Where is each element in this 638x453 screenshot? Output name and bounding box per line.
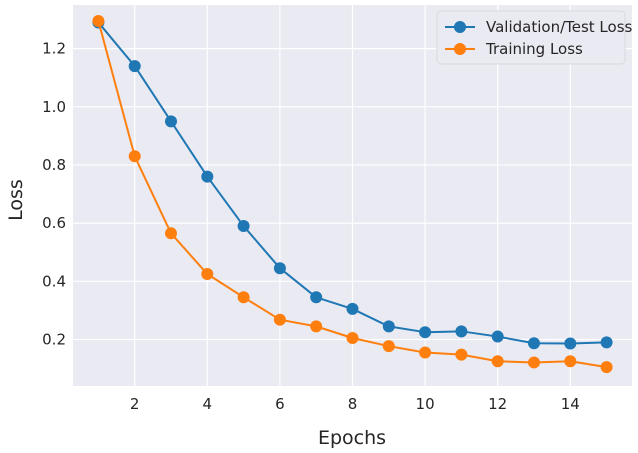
- x-tick-label: 12: [488, 395, 507, 413]
- data-point-validation: [273, 262, 286, 275]
- data-point-training: [455, 348, 468, 361]
- data-point-training: [382, 340, 395, 353]
- data-point-validation: [165, 115, 178, 128]
- data-point-validation: [600, 336, 613, 349]
- legend-marker-training: [454, 43, 466, 55]
- data-point-training: [346, 332, 359, 345]
- data-point-training: [310, 320, 323, 333]
- data-point-training: [201, 268, 214, 281]
- data-point-training: [128, 150, 141, 163]
- y-tick-label: 0.8: [42, 156, 66, 174]
- data-point-validation: [237, 220, 250, 233]
- y-tick-label: 1.0: [42, 98, 66, 116]
- data-point-training: [419, 346, 432, 359]
- data-point-validation: [128, 60, 141, 73]
- data-point-validation: [310, 291, 323, 304]
- data-point-validation: [527, 337, 540, 350]
- data-point-training: [92, 14, 105, 27]
- data-point-training: [564, 355, 577, 368]
- data-point-training: [491, 355, 504, 368]
- legend-label-validation: Validation/Test Loss: [486, 18, 633, 36]
- x-tick-labels: 2 4 6 8 10 12 14: [130, 395, 580, 413]
- legend-box: [436, 10, 626, 65]
- y-tick-label: 1.2: [42, 40, 66, 58]
- x-tick-label: 2: [130, 395, 140, 413]
- data-point-training: [237, 291, 250, 304]
- x-tick-label: 4: [203, 395, 213, 413]
- x-tick-label: 14: [561, 395, 580, 413]
- data-point-validation: [201, 170, 214, 183]
- data-point-validation: [346, 302, 359, 315]
- legend: Validation/Test Loss Training Loss: [436, 10, 633, 65]
- data-point-validation: [382, 320, 395, 333]
- y-tick-labels: 0.2 0.4 0.6 0.8 1.0 1.2: [42, 40, 66, 349]
- data-point-training: [527, 356, 540, 369]
- data-point-training: [273, 313, 286, 326]
- grid-lines: [73, 5, 632, 386]
- x-axis-label: Epochs: [318, 427, 386, 449]
- data-point-training: [600, 361, 613, 374]
- x-tick-label: 6: [275, 395, 285, 413]
- y-tick-label: 0.6: [42, 214, 66, 232]
- data-point-validation: [419, 326, 432, 339]
- series-layer: [92, 14, 613, 374]
- legend-label-training: Training Loss: [485, 40, 583, 58]
- y-axis-label: Loss: [5, 179, 27, 221]
- x-tick-label: 10: [416, 395, 435, 413]
- y-tick-label: 0.4: [42, 272, 66, 290]
- x-tick-label: 8: [348, 395, 358, 413]
- data-point-validation: [491, 330, 504, 343]
- legend-marker-validation: [454, 21, 466, 33]
- data-point-validation: [564, 337, 577, 350]
- data-point-training: [165, 227, 178, 240]
- y-tick-label: 0.2: [42, 330, 66, 348]
- data-point-validation: [455, 325, 468, 338]
